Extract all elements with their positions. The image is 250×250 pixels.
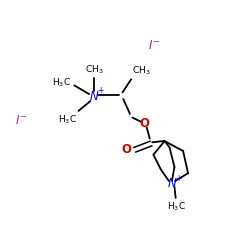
Text: O: O bbox=[140, 117, 150, 130]
Text: $N$: $N$ bbox=[167, 176, 177, 190]
Text: CH$_3$: CH$_3$ bbox=[85, 63, 103, 76]
Text: $I^{-}$: $I^{-}$ bbox=[148, 40, 161, 52]
Text: H$_3$C: H$_3$C bbox=[167, 201, 186, 213]
Text: $+$: $+$ bbox=[175, 173, 183, 183]
Text: CH$_3$: CH$_3$ bbox=[132, 64, 151, 77]
Text: $+$: $+$ bbox=[97, 85, 104, 95]
Text: H$_3$C: H$_3$C bbox=[52, 77, 70, 89]
Text: $N$: $N$ bbox=[89, 90, 99, 103]
Text: $I^{-}$: $I^{-}$ bbox=[15, 114, 27, 126]
Text: O: O bbox=[121, 143, 131, 156]
Text: H$_3$C: H$_3$C bbox=[58, 114, 77, 126]
